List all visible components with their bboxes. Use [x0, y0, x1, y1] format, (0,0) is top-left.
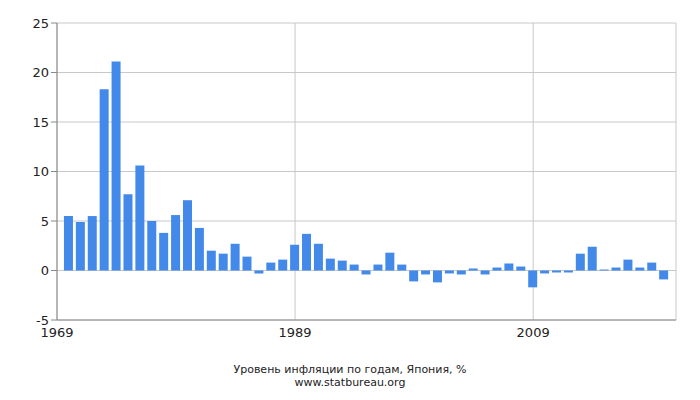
svg-text:-5: -5	[36, 313, 49, 328]
svg-text:5: 5	[41, 214, 49, 229]
html-text:www.statbureau.org: www.statbureau.org	[294, 376, 406, 389]
svg-text:10: 10	[32, 164, 49, 179]
svg-text:1989: 1989	[279, 325, 312, 340]
html-text:Уровень инфляции по годам, Япо: Уровень инфляции по годам, Япония, %	[233, 363, 467, 376]
svg-text:20: 20	[32, 65, 49, 80]
svg-text:0: 0	[41, 263, 49, 278]
svg-text:15: 15	[32, 115, 49, 130]
svg-text:25: 25	[32, 16, 49, 31]
svg-text:1969: 1969	[40, 325, 74, 341]
svg-text:2009: 2009	[517, 325, 550, 340]
